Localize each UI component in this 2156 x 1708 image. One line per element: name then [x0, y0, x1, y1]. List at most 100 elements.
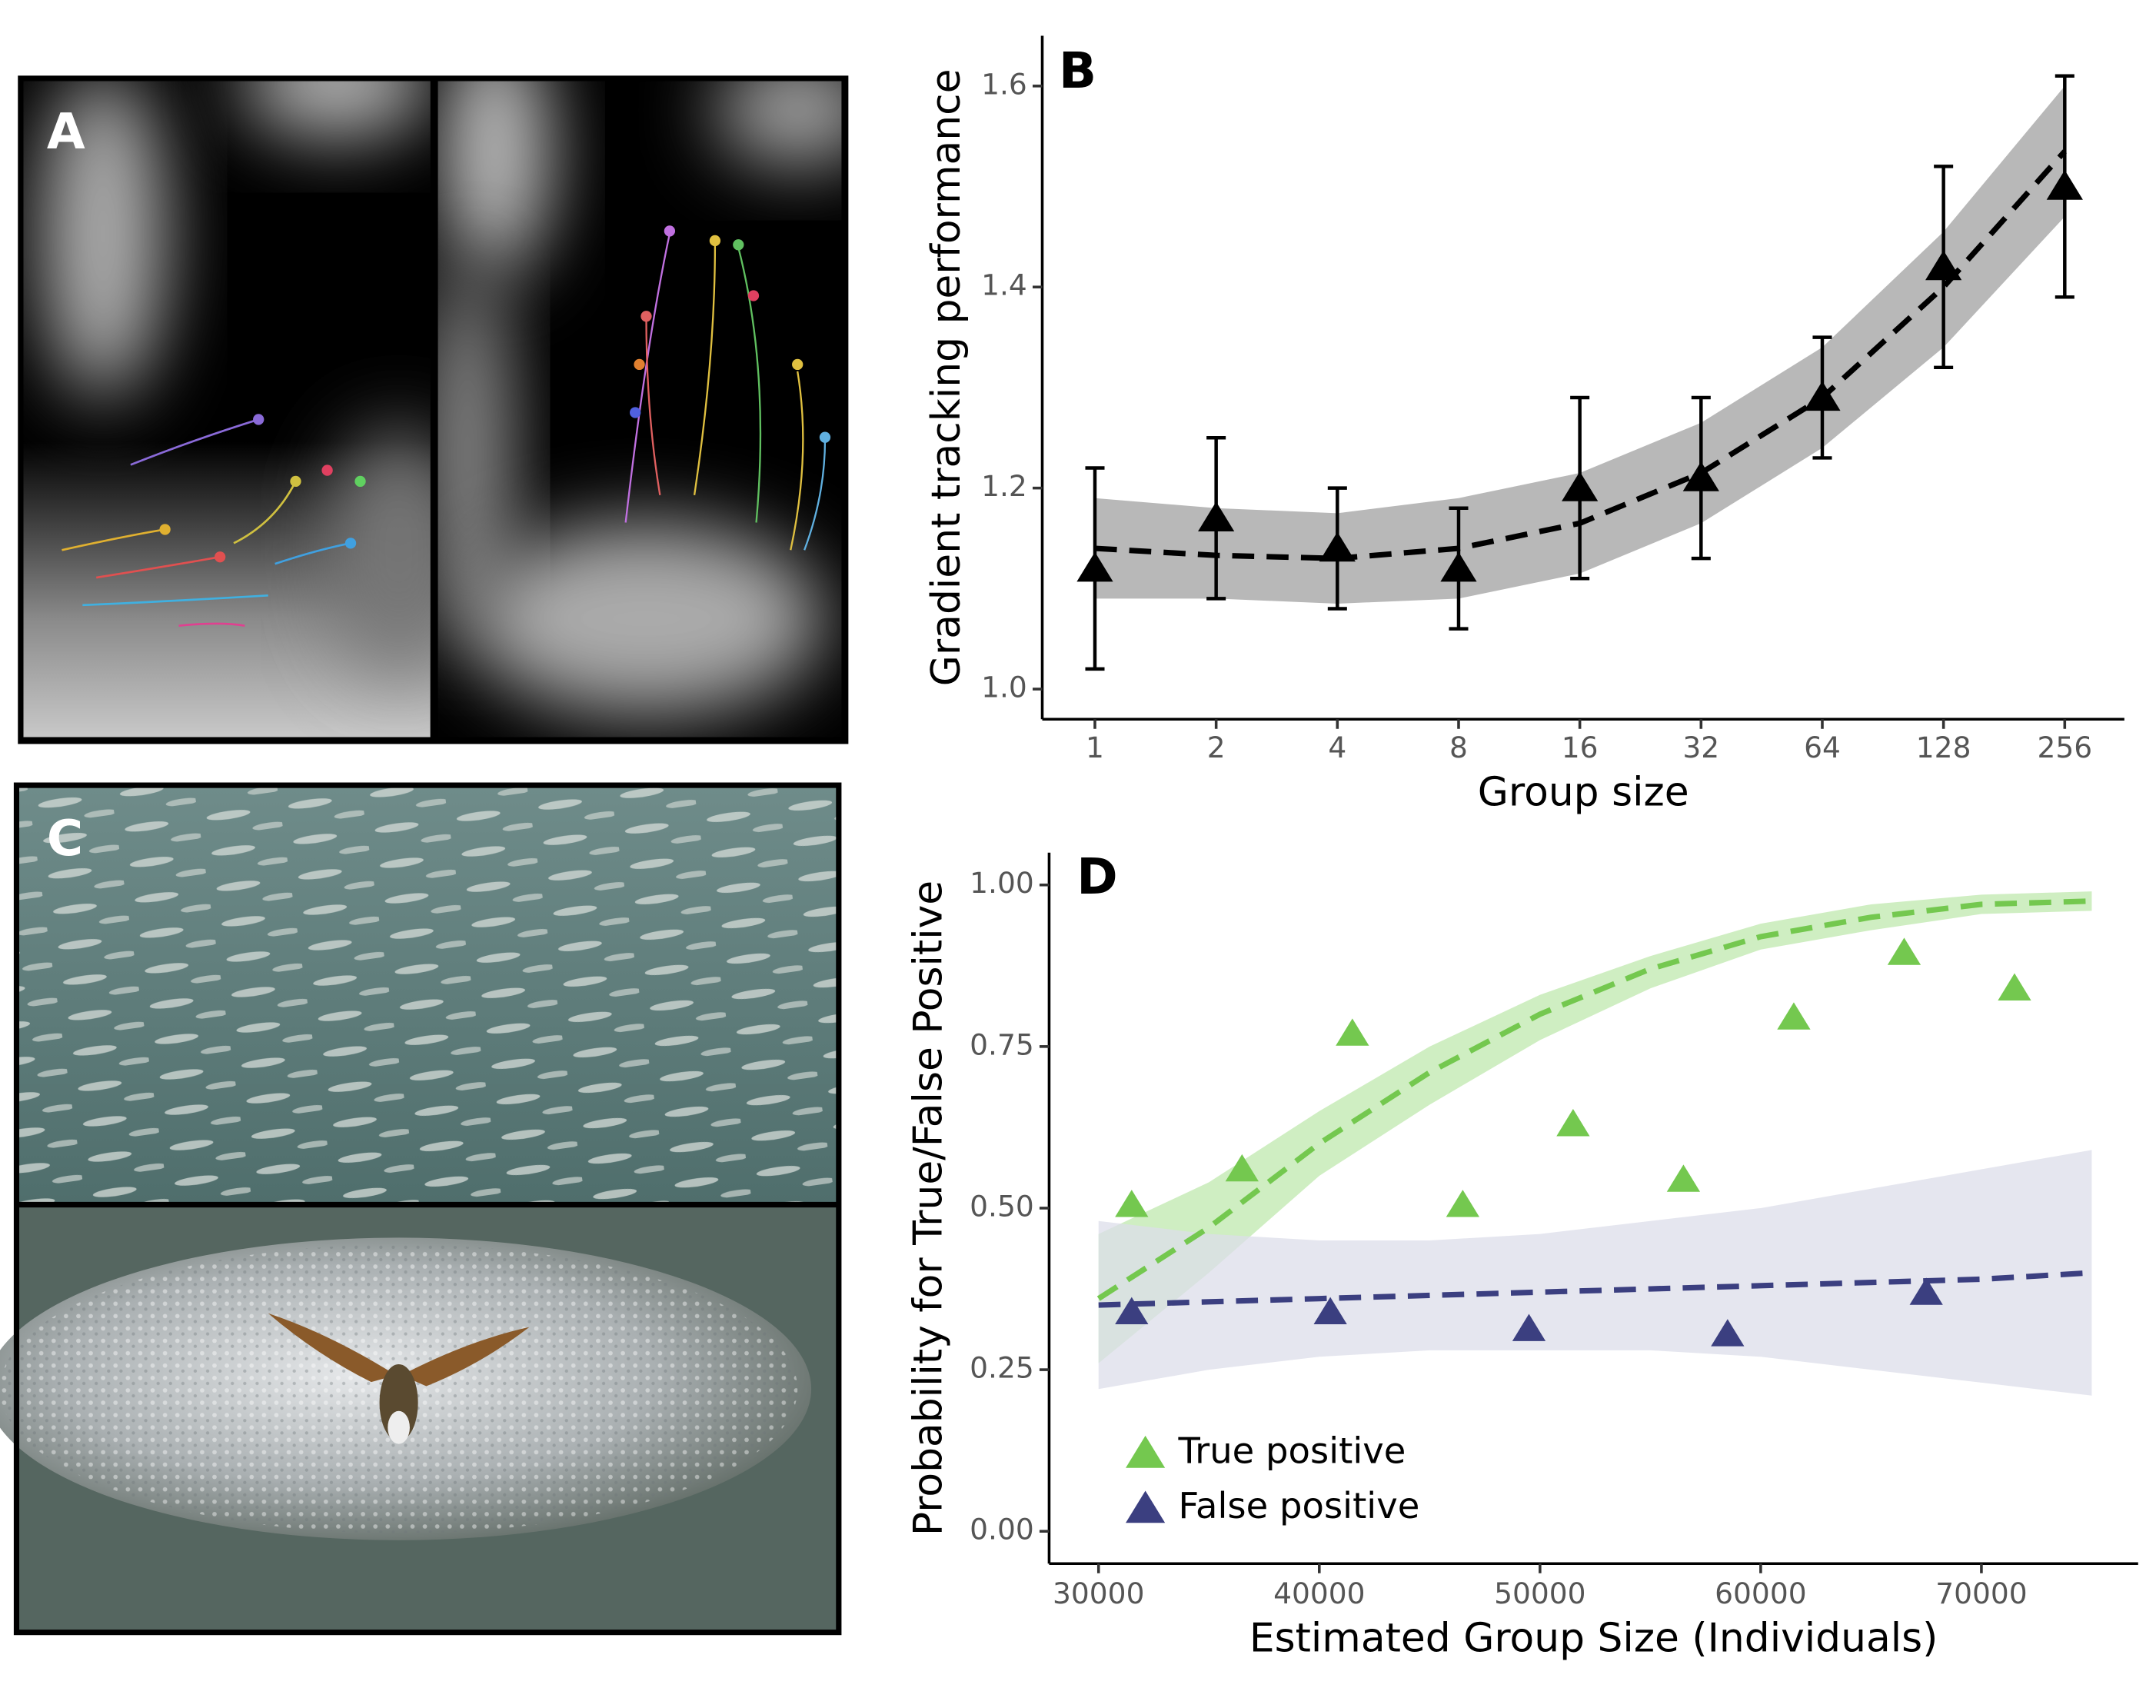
fish-head	[290, 475, 301, 488]
point	[1076, 551, 1113, 582]
track	[178, 622, 245, 627]
fish-head	[344, 538, 357, 549]
fish-head	[634, 358, 645, 371]
y-tick-label: 0.00	[970, 1513, 1034, 1547]
x-tick-label: 70000	[1935, 1576, 2027, 1610]
point	[1336, 1018, 1369, 1046]
point	[1666, 1164, 1701, 1192]
fish-head	[354, 475, 366, 488]
point	[1556, 1109, 1590, 1137]
point	[1512, 1313, 1546, 1341]
legend-label: True positive	[1178, 1430, 1406, 1472]
x-tick-label: 128	[1916, 731, 1971, 764]
fish-head	[709, 235, 721, 247]
y-tick-label: 1.2	[981, 469, 1027, 503]
x-tick-label: 40000	[1273, 1576, 1365, 1610]
point	[1198, 501, 1235, 532]
legend-label: False positive	[1179, 1485, 1420, 1527]
light-blob	[437, 261, 509, 647]
legend-marker	[1126, 1490, 1166, 1523]
light-blob	[330, 426, 431, 674]
point	[1804, 381, 1841, 411]
point	[1440, 551, 1477, 582]
track	[804, 440, 827, 551]
image-border	[13, 782, 842, 1636]
panel-label: B	[1059, 42, 1096, 100]
confidence-band	[1098, 1150, 2092, 1396]
y-tick-label: 1.6	[981, 67, 1027, 101]
x-axis-title: Estimated Group Size (Individuals)	[1249, 1615, 1938, 1661]
y-axis-title: Probability for True/False Positive	[906, 881, 952, 1536]
track	[130, 418, 259, 466]
light-blob	[41, 81, 165, 399]
fit-line	[1096, 898, 2092, 1301]
x-axis-title: Group size	[1478, 770, 1689, 816]
arena-right	[437, 81, 842, 737]
panel-label: A	[47, 103, 85, 161]
point	[1313, 1297, 1347, 1325]
point	[1887, 937, 1921, 965]
fish-head	[747, 290, 760, 301]
panel-label: D	[1076, 848, 1117, 906]
x-tick-label: 64	[1804, 731, 1841, 764]
point	[1711, 1319, 1745, 1347]
y-tick-label: 1.0	[981, 671, 1027, 704]
panel-label: C	[47, 810, 83, 867]
arena-left	[23, 81, 431, 737]
y-tick-label: 0.75	[970, 1027, 1034, 1061]
fish	[159, 414, 366, 563]
bird-head	[388, 1410, 410, 1444]
track	[95, 555, 221, 579]
legend-marker	[1126, 1435, 1166, 1468]
x-tick-label: 30000	[1053, 1576, 1144, 1610]
track	[693, 245, 717, 495]
light-blob	[714, 81, 842, 165]
fish-head	[640, 311, 652, 322]
x-tick-label: 32	[1682, 731, 1719, 764]
x-tick-label: 2	[1207, 731, 1226, 764]
point	[1319, 531, 1356, 562]
y-tick-label: 1.00	[970, 866, 1034, 900]
x-tick-label: 16	[1562, 731, 1599, 764]
point	[2046, 170, 2083, 200]
fish-school	[16, 785, 839, 1205]
bird-wing	[268, 1313, 397, 1383]
point	[1225, 1154, 1259, 1182]
fish-head	[253, 414, 265, 425]
point	[1777, 1002, 1811, 1030]
x-tick-label: 8	[1449, 731, 1468, 764]
y-tick-label: 0.50	[970, 1189, 1034, 1223]
fish-head	[792, 358, 804, 371]
y-tick-label: 0.25	[970, 1351, 1034, 1385]
fish-head	[214, 551, 226, 563]
fish-tracks	[624, 233, 827, 551]
track	[233, 481, 297, 544]
light-blob	[440, 81, 551, 275]
point	[1562, 471, 1599, 501]
bird	[268, 1313, 530, 1444]
fish-head	[321, 464, 333, 476]
x-tick-label: 60000	[1715, 1576, 1806, 1610]
fish-head	[630, 407, 641, 418]
point	[1115, 1190, 1149, 1217]
x-tick-label: 1	[1086, 731, 1104, 764]
fish-head	[664, 225, 676, 237]
fish-tracks	[62, 418, 351, 627]
y-tick-label: 1.4	[981, 268, 1027, 302]
light-blob	[467, 522, 825, 715]
point	[1115, 1297, 1149, 1325]
light-blob	[240, 81, 431, 138]
point	[1909, 1277, 1943, 1305]
track	[645, 316, 661, 495]
track	[790, 371, 804, 551]
point	[1998, 973, 2031, 1000]
panel-c-image: C	[0, 782, 842, 1636]
track	[737, 247, 762, 523]
track	[274, 542, 351, 565]
y-axis-title: Gradient tracking performance	[923, 68, 970, 686]
track	[62, 528, 165, 551]
fish-head	[733, 239, 744, 251]
point	[1925, 250, 1962, 281]
